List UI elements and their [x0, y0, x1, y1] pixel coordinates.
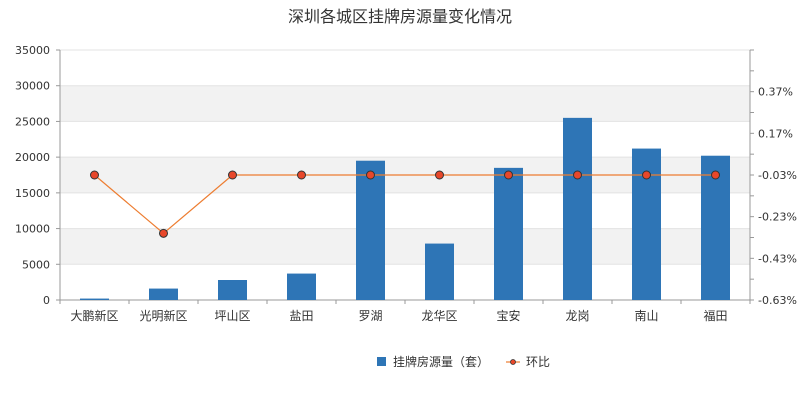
x-tick-label: 南山 — [634, 308, 658, 323]
line-point — [504, 170, 513, 180]
axis-labels: 0 5000 10000 15000 20000 25000 30000 35000 -0.63… — [15, 44, 797, 323]
bar-series — [80, 117, 730, 300]
x-tick-label: 龙岗 — [565, 309, 589, 323]
line-point — [573, 170, 582, 180]
legend-marker-line — [510, 359, 516, 365]
legend: 挂牌房源量（套） 环比 — [377, 354, 550, 369]
line-point — [366, 170, 375, 180]
y-right-tick-label: -0.03% — [758, 169, 797, 182]
y-left-tick-label: 0 — [43, 294, 50, 307]
y-left-tick-label: 35000 — [15, 44, 50, 57]
y-right-tick-label: -0.43% — [758, 252, 797, 265]
y-left-tick-label: 20000 — [15, 151, 50, 164]
bar — [149, 288, 178, 300]
line-point — [435, 170, 444, 180]
y-right-tick-label: -0.23% — [758, 211, 797, 224]
x-tick-label: 盐田 — [289, 309, 313, 323]
x-tick-label: 光明新区 — [139, 308, 187, 323]
line-point — [642, 170, 651, 180]
line-point — [90, 170, 99, 180]
bar — [425, 243, 454, 300]
y-left-tick-label: 25000 — [15, 115, 50, 128]
line-point — [159, 228, 168, 238]
bar — [218, 280, 247, 300]
chart-title: 深圳各城区挂牌房源量变化情况 — [288, 7, 512, 26]
x-tick-label: 宝安 — [496, 308, 520, 323]
line-point — [228, 170, 237, 180]
line-point — [297, 170, 306, 180]
legend-swatch-bars — [377, 357, 386, 366]
y-right-tick-label: 0.17% — [758, 127, 793, 140]
bar — [80, 298, 109, 300]
line-point — [711, 170, 720, 180]
bar — [701, 155, 730, 300]
bar — [356, 160, 385, 300]
y-right-tick-label: -0.63% — [758, 294, 797, 307]
bar — [287, 273, 316, 300]
x-tick-label: 福田 — [703, 308, 727, 323]
y-right-tick-label: 0.37% — [758, 86, 793, 99]
x-tick-label: 罗湖 — [358, 308, 382, 323]
bar — [494, 167, 523, 300]
legend-label-bars: 挂牌房源量（套） — [393, 354, 489, 369]
line-series — [90, 170, 720, 238]
y-left-tick-label: 30000 — [15, 80, 50, 93]
y-left-tick-label: 15000 — [15, 187, 50, 200]
y-left-tick-label: 5000 — [22, 258, 50, 271]
x-tick-label: 大鹏新区 — [70, 308, 118, 323]
bar — [563, 117, 592, 300]
x-tick-label: 坪山区 — [214, 309, 250, 323]
line-path — [94, 174, 716, 235]
legend-label-line: 环比 — [526, 355, 550, 369]
y-left-tick-label: 10000 — [15, 223, 50, 236]
grid-band — [60, 85, 750, 122]
x-tick-label: 龙华区 — [421, 309, 457, 323]
